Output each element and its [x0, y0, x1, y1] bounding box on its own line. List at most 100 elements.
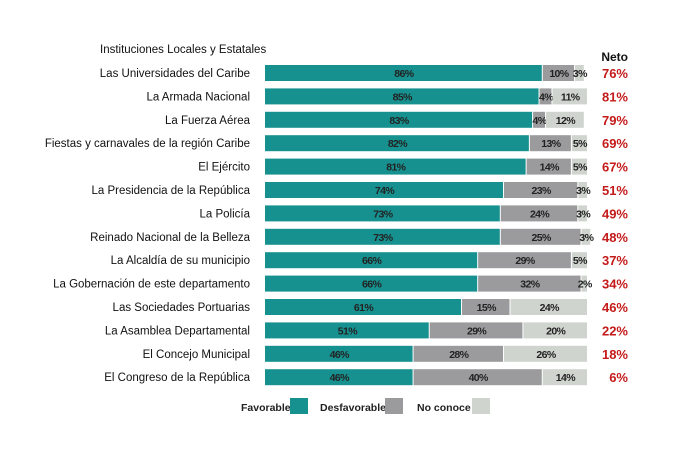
bar-desfavorable	[542, 65, 575, 81]
data-label: 73%	[373, 232, 393, 244]
data-label: 5%	[573, 162, 588, 174]
bar-no-conoce	[571, 252, 587, 269]
data-label: 73%	[373, 208, 393, 220]
category-label: El Ejército	[198, 162, 250, 174]
bar-no-conoce	[578, 205, 587, 222]
bar-desfavorable	[504, 182, 578, 198]
bar-desfavorable	[429, 322, 523, 339]
data-label: 4%	[539, 91, 554, 103]
bar-desfavorable	[500, 205, 578, 222]
bar-desfavorable	[478, 275, 581, 292]
neto-value: 67%	[602, 160, 628, 175]
bar-desfavorable	[539, 88, 552, 105]
bar-no-conoce	[578, 182, 587, 198]
bar-desfavorable	[413, 345, 504, 362]
category-label: Las Universidades del Caribe	[100, 68, 250, 80]
row-9: La Gobernación de este departamento 66% 32…	[53, 275, 628, 292]
bar-no-conoce	[546, 111, 584, 128]
neto-value: 76%	[602, 66, 628, 81]
bar-favorable	[265, 111, 533, 128]
bar-favorable	[265, 369, 413, 386]
row-3: Fiestas y carnavales de la región Caribe…	[45, 135, 628, 152]
data-label: 5%	[573, 138, 588, 150]
neto-value: 69%	[602, 136, 628, 151]
legend-swatch	[290, 398, 308, 414]
bar-desfavorable	[529, 135, 571, 152]
neto-value: 46%	[602, 300, 628, 315]
neto-value: 34%	[602, 277, 628, 292]
data-label: 2%	[578, 279, 593, 291]
data-label: 3%	[573, 68, 588, 80]
row-10: Las Sociedades Portuarias 61% 15% 24% 46%	[113, 299, 628, 315]
bar-desfavorable	[500, 228, 581, 245]
bar-no-conoce	[542, 369, 587, 386]
row-8: La Alcaldía de su municipio 66% 29% 5% 37%	[111, 252, 628, 269]
data-label: 14%	[556, 372, 576, 384]
data-label: 51%	[338, 325, 358, 337]
bar-desfavorable	[533, 111, 546, 128]
data-label: 13%	[541, 138, 561, 150]
chart-title: Instituciones Locales y Estatales	[100, 44, 266, 56]
data-label: 20%	[546, 325, 566, 337]
data-label: 86%	[394, 68, 414, 80]
bar-favorable	[265, 345, 413, 362]
data-label: 25%	[532, 232, 552, 244]
data-label: 24%	[540, 302, 560, 314]
data-label: 3%	[576, 208, 591, 220]
bar-favorable	[265, 88, 539, 105]
neto-value: 37%	[602, 253, 628, 268]
data-label: 32%	[520, 279, 540, 291]
row-11: La Asamblea Departamental 51% 29% 20% 22%	[105, 322, 628, 339]
data-label: 40%	[469, 372, 489, 384]
data-label: 26%	[536, 349, 556, 361]
data-label: 66%	[362, 279, 382, 291]
category-label: La Alcaldía de su municipio	[111, 255, 250, 267]
bar-favorable	[265, 322, 429, 339]
bar-favorable	[265, 228, 500, 245]
category-label: La Gobernación de este departamento	[53, 279, 250, 291]
category-label: La Fuerza Aérea	[165, 115, 251, 127]
data-label: 3%	[579, 232, 594, 244]
category-label: El Congreso de la República	[104, 372, 250, 384]
bar-favorable	[265, 299, 462, 315]
row-13: El Congreso de la República 46% 40% 14% 6%	[104, 369, 628, 386]
category-label: La Armada Nacional	[146, 91, 250, 103]
legend-label: No conoce	[417, 402, 471, 414]
neto-value: 18%	[602, 347, 628, 362]
data-label: 14%	[540, 162, 560, 174]
row-12: El Concejo Municipal 46% 28% 26% 18%	[143, 345, 628, 362]
neto-value: 48%	[602, 230, 628, 245]
data-label: 11%	[561, 91, 581, 103]
neto-header: Neto	[601, 50, 628, 64]
row-7: Reinado Nacional de la Belleza 73% 25% 3% 48…	[90, 228, 628, 245]
data-label: 83%	[389, 115, 409, 127]
data-label: 46%	[330, 372, 350, 384]
neto-value: 51%	[602, 183, 628, 198]
data-label: 46%	[330, 349, 350, 361]
category-label: La Policía	[199, 208, 250, 220]
category-label: La Presidencia de la República	[91, 185, 250, 197]
bar-desfavorable	[526, 158, 571, 175]
row-0: Las Universidades del Caribe 86% 10% 3% 76%	[100, 65, 628, 81]
bar-desfavorable	[413, 369, 542, 386]
data-label: 74%	[375, 185, 395, 197]
bar-favorable	[265, 182, 504, 198]
bar-no-conoce	[575, 65, 584, 81]
bar-no-conoce	[571, 158, 587, 175]
category-label: Reinado Nacional de la Belleza	[90, 232, 250, 244]
data-label: 82%	[388, 138, 408, 150]
data-label: 5%	[573, 255, 588, 267]
row-1: La Armada Nacional 85% 4% 11% 81%	[146, 88, 628, 105]
row-4: El Ejército 81% 14% 5% 67%	[198, 158, 628, 175]
row-2: La Fuerza Aérea 83% 4% 12% 79%	[165, 111, 628, 128]
neto-value: 81%	[602, 89, 628, 104]
data-label: 66%	[362, 255, 382, 267]
bar-no-conoce	[523, 322, 587, 339]
bar-no-conoce	[510, 299, 587, 315]
neto-value: 49%	[602, 206, 628, 221]
bar-no-conoce	[581, 275, 587, 292]
neto-value: 6%	[609, 370, 628, 385]
row-6: La Policía 73% 24% 3% 49%	[199, 205, 628, 222]
